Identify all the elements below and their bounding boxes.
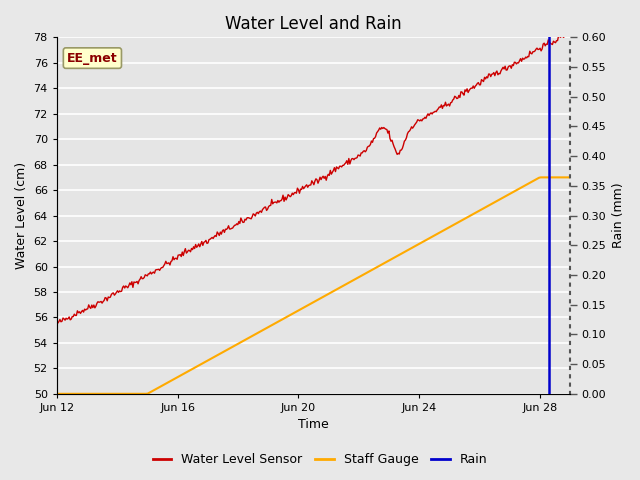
Title: Water Level and Rain: Water Level and Rain bbox=[225, 15, 402, 33]
Text: EE_met: EE_met bbox=[67, 51, 118, 65]
X-axis label: Time: Time bbox=[298, 419, 329, 432]
Legend: Water Level Sensor, Staff Gauge, Rain: Water Level Sensor, Staff Gauge, Rain bbox=[148, 448, 492, 471]
Y-axis label: Water Level (cm): Water Level (cm) bbox=[15, 162, 28, 269]
Y-axis label: Rain (mm): Rain (mm) bbox=[612, 183, 625, 248]
